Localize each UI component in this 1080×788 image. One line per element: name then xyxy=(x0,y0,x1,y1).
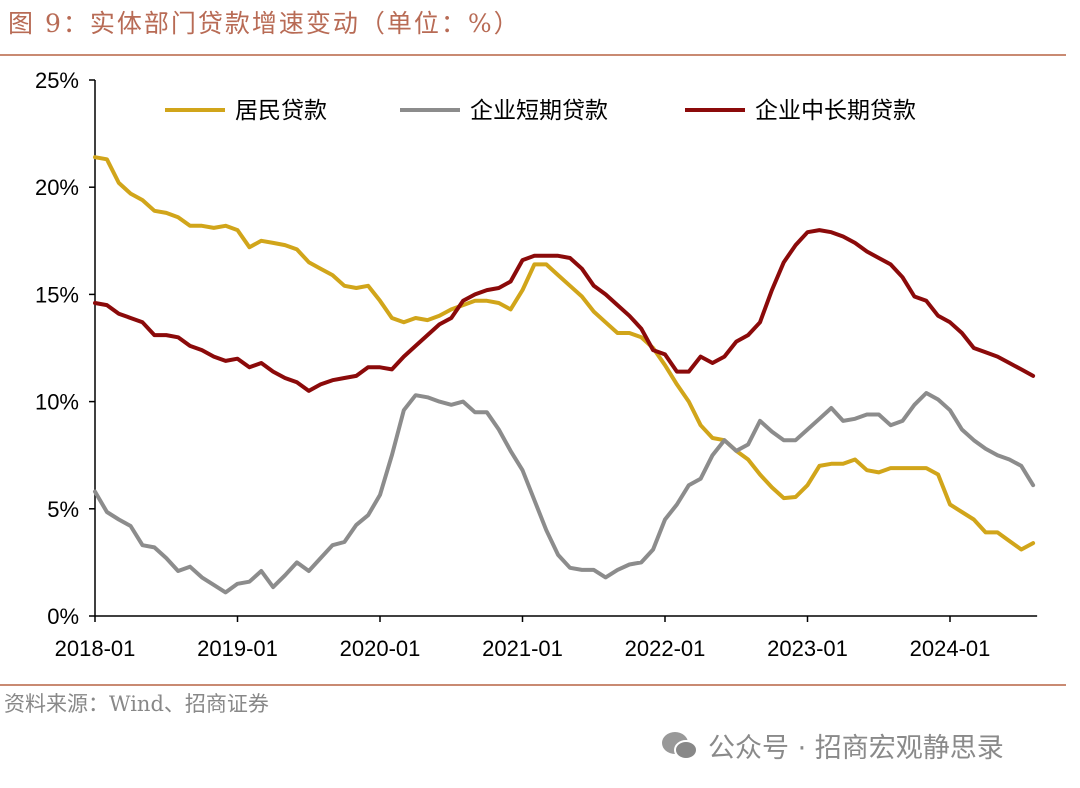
x-tick-label: 2018-01 xyxy=(55,636,136,661)
legend-label: 企业短期贷款 xyxy=(470,98,608,124)
y-tick-label: 25% xyxy=(35,68,79,93)
legend-label: 企业中长期贷款 xyxy=(755,98,916,124)
y-tick-label: 15% xyxy=(35,282,79,307)
y-tick-label: 5% xyxy=(47,497,79,522)
top-divider xyxy=(0,54,1066,56)
series-line-2 xyxy=(93,391,1036,595)
watermark-text: 公众号 · 招商宏观静思录 xyxy=(708,733,1004,764)
x-tick-label: 2021-01 xyxy=(482,636,563,661)
legend-label: 居民贷款 xyxy=(235,98,327,124)
x-tick-label: 2020-01 xyxy=(340,636,421,661)
x-tick-label: 2022-01 xyxy=(625,636,706,661)
watermark: 公众号 · 招商宏观静思录 xyxy=(660,726,1004,765)
chart-title: 图 9：实体部门贷款增速变动（单位：%） xyxy=(8,9,521,38)
series-line-1 xyxy=(93,155,1036,552)
series-line-3 xyxy=(93,228,1036,393)
bottom-divider xyxy=(0,684,1066,686)
y-tick-label: 10% xyxy=(35,390,79,415)
x-tick-label: 2024-01 xyxy=(910,636,991,661)
wechat-icon xyxy=(662,731,698,760)
y-tick-label: 20% xyxy=(35,175,79,200)
line-chart: 0% 5% 10% 15% 20% 25% 2018-01 2019-01 2020-01 202… xyxy=(35,68,1038,661)
x-tick-label: 2023-01 xyxy=(767,636,848,661)
y-tick-label: 0% xyxy=(47,604,79,629)
x-tick-label: 2019-01 xyxy=(197,636,278,661)
source-note: 资料来源：Wind、招商证券 xyxy=(4,692,269,716)
